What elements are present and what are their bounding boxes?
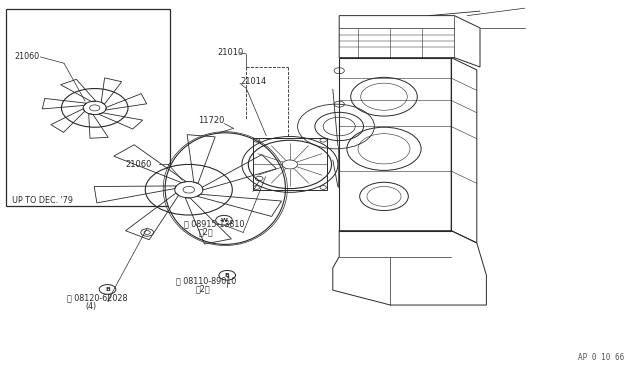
Text: 21014: 21014 [240,77,266,86]
Text: UP TO DEC. '79: UP TO DEC. '79 [12,196,72,205]
Ellipse shape [165,133,285,244]
Text: Ⓡ 08915-13810: Ⓡ 08915-13810 [184,219,244,228]
Text: 21060: 21060 [14,52,39,61]
Text: B: B [225,273,230,278]
Text: (4): (4) [86,302,97,311]
Text: 11720: 11720 [198,116,225,125]
Bar [6,9,170,206]
Text: Ⓑ 08120-62028: Ⓑ 08120-62028 [67,294,128,303]
Text: （2）: （2） [195,284,210,293]
Text: （2）: （2） [198,228,213,237]
Text: B: B [105,287,110,292]
Text: Ⓑ 08110-89010: Ⓑ 08110-89010 [176,276,236,285]
Text: W: W [221,218,227,223]
Text: 21060: 21060 [125,160,152,169]
Text: AP 0 10 66: AP 0 10 66 [578,353,624,362]
Text: 21010: 21010 [218,48,244,57]
